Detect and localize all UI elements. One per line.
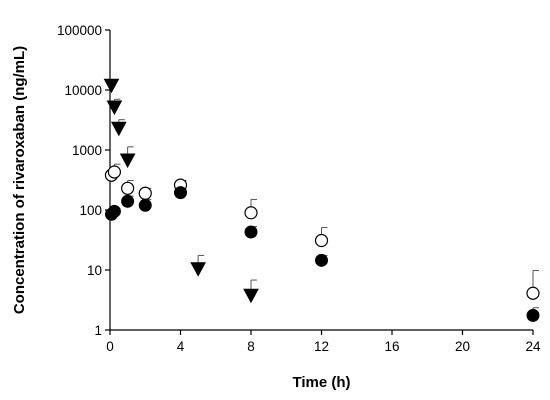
y-ticks: 1 10 100 1000 10000 100000 [57, 23, 110, 338]
y-tick-label: 100 [79, 203, 102, 218]
filled-circle-marker [526, 308, 540, 322]
x-axis-title: Time (h) [292, 374, 350, 391]
x-tick-label: 24 [525, 339, 541, 354]
y-tick-label: 100000 [57, 23, 102, 38]
triangle-down-marker [190, 262, 206, 277]
axes [109, 30, 533, 331]
open-circle-marker [314, 233, 329, 248]
triangle-down-marker [103, 78, 120, 94]
triangle-down-marker [119, 153, 136, 169]
triangle-down-marker [110, 121, 127, 137]
filled-circle-marker [174, 186, 187, 200]
y-axis-title: Concentration of rivaroxaban (ng/mL) [11, 46, 28, 314]
filled-circle-marker [121, 194, 135, 208]
y-tick-label: 10 [87, 263, 102, 278]
x-tick-label: 4 [177, 339, 185, 354]
x-tick-label: 8 [247, 339, 255, 354]
x-tick-label: 12 [314, 339, 329, 354]
x-ticks: 0 4 8 12 16 20 24 [106, 330, 541, 354]
y-tick-label: 10000 [64, 83, 102, 98]
filled-circle-marker [138, 198, 152, 212]
open-circle-marker [121, 181, 135, 195]
filled-circle-marker [244, 225, 258, 239]
triangle-down-marker [106, 100, 123, 116]
open-circle-marker [138, 186, 152, 200]
y-tick-label: 1000 [72, 143, 102, 158]
open-circle-marker [244, 206, 258, 220]
x-tick-label: 0 [106, 339, 114, 354]
open-circle-marker [107, 165, 122, 179]
x-tick-label: 16 [384, 339, 399, 354]
data-points [103, 78, 540, 322]
error-bars [110, 98, 539, 316]
filled-circle-marker [107, 204, 121, 218]
filled-circle-marker [315, 253, 328, 267]
y-tick-label: 1 [94, 323, 102, 338]
open-circle-marker [526, 286, 540, 300]
triangle-down-marker [243, 288, 259, 304]
x-tick-label: 20 [455, 339, 470, 354]
